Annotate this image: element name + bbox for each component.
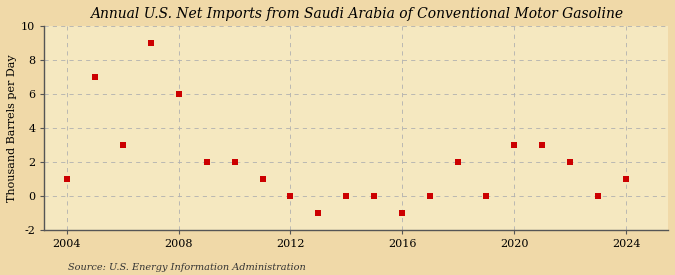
Point	[397, 211, 408, 215]
Y-axis label: Thousand Barrels per Day: Thousand Barrels per Day	[7, 54, 17, 202]
Point	[173, 92, 184, 96]
Point	[341, 194, 352, 198]
Point	[593, 194, 603, 198]
Point	[481, 194, 491, 198]
Point	[201, 160, 212, 164]
Point	[117, 143, 128, 147]
Text: Source: U.S. Energy Information Administration: Source: U.S. Energy Information Administ…	[68, 263, 305, 272]
Point	[453, 160, 464, 164]
Point	[425, 194, 436, 198]
Point	[61, 177, 72, 181]
Point	[257, 177, 268, 181]
Point	[621, 177, 632, 181]
Point	[537, 143, 547, 147]
Point	[145, 41, 156, 45]
Point	[509, 143, 520, 147]
Point	[230, 160, 240, 164]
Point	[89, 75, 100, 79]
Point	[565, 160, 576, 164]
Point	[369, 194, 380, 198]
Point	[313, 211, 324, 215]
Point	[285, 194, 296, 198]
Title: Annual U.S. Net Imports from Saudi Arabia of Conventional Motor Gasoline: Annual U.S. Net Imports from Saudi Arabi…	[90, 7, 623, 21]
